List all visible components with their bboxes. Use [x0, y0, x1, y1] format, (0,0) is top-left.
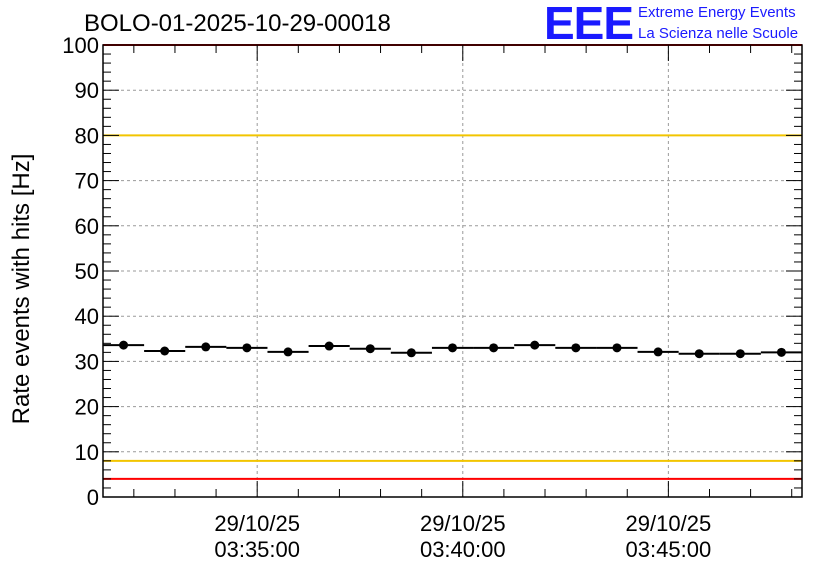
- data-point: [119, 340, 129, 350]
- y-tick-label: 70: [75, 169, 99, 194]
- y-tick-label: 50: [75, 259, 99, 284]
- data-point: [324, 341, 334, 351]
- data-point: [776, 347, 786, 357]
- data-point: [242, 343, 252, 353]
- y-tick-label: 30: [75, 349, 99, 374]
- data-point: [406, 348, 416, 358]
- data-point: [735, 349, 745, 359]
- x-tick-label-date: 29/10/25: [214, 511, 300, 536]
- data-point: [160, 346, 170, 356]
- y-tick-label: 90: [75, 78, 99, 103]
- logo-subtitle-line2: La Scienza nelle Scuole: [638, 25, 799, 42]
- data-point: [489, 343, 499, 353]
- data-point: [365, 344, 375, 354]
- data-point: [283, 347, 293, 357]
- x-tick-label-time: 03:35:00: [214, 537, 300, 562]
- x-tick-label-time: 03:40:00: [420, 537, 506, 562]
- data-point: [653, 347, 663, 357]
- x-tick-label-time: 03:45:00: [626, 537, 712, 562]
- data-point: [201, 342, 211, 352]
- y-tick-label: 60: [75, 214, 99, 239]
- y-tick-label: 10: [75, 440, 99, 465]
- logo-subtitle-line1: Extreme Energy Events: [638, 4, 796, 21]
- y-axis-title: Rate events with hits [Hz]: [8, 154, 35, 425]
- data-point: [448, 343, 457, 353]
- y-tick-label: 20: [75, 395, 99, 420]
- y-tick-label: 80: [75, 123, 99, 148]
- data-point: [571, 343, 581, 353]
- y-tick-label: 0: [87, 485, 99, 510]
- chart-title: BOLO-01-2025-10-29-00018: [84, 10, 391, 37]
- data-point: [612, 343, 622, 353]
- y-tick-label: 100: [62, 33, 99, 58]
- eee-logo: EEE: [544, 0, 634, 49]
- data-point: [530, 340, 540, 350]
- data-point: [694, 349, 704, 359]
- y-tick-label: 40: [75, 304, 99, 329]
- x-tick-label-date: 29/10/25: [626, 511, 712, 536]
- x-tick-label-date: 29/10/25: [420, 511, 506, 536]
